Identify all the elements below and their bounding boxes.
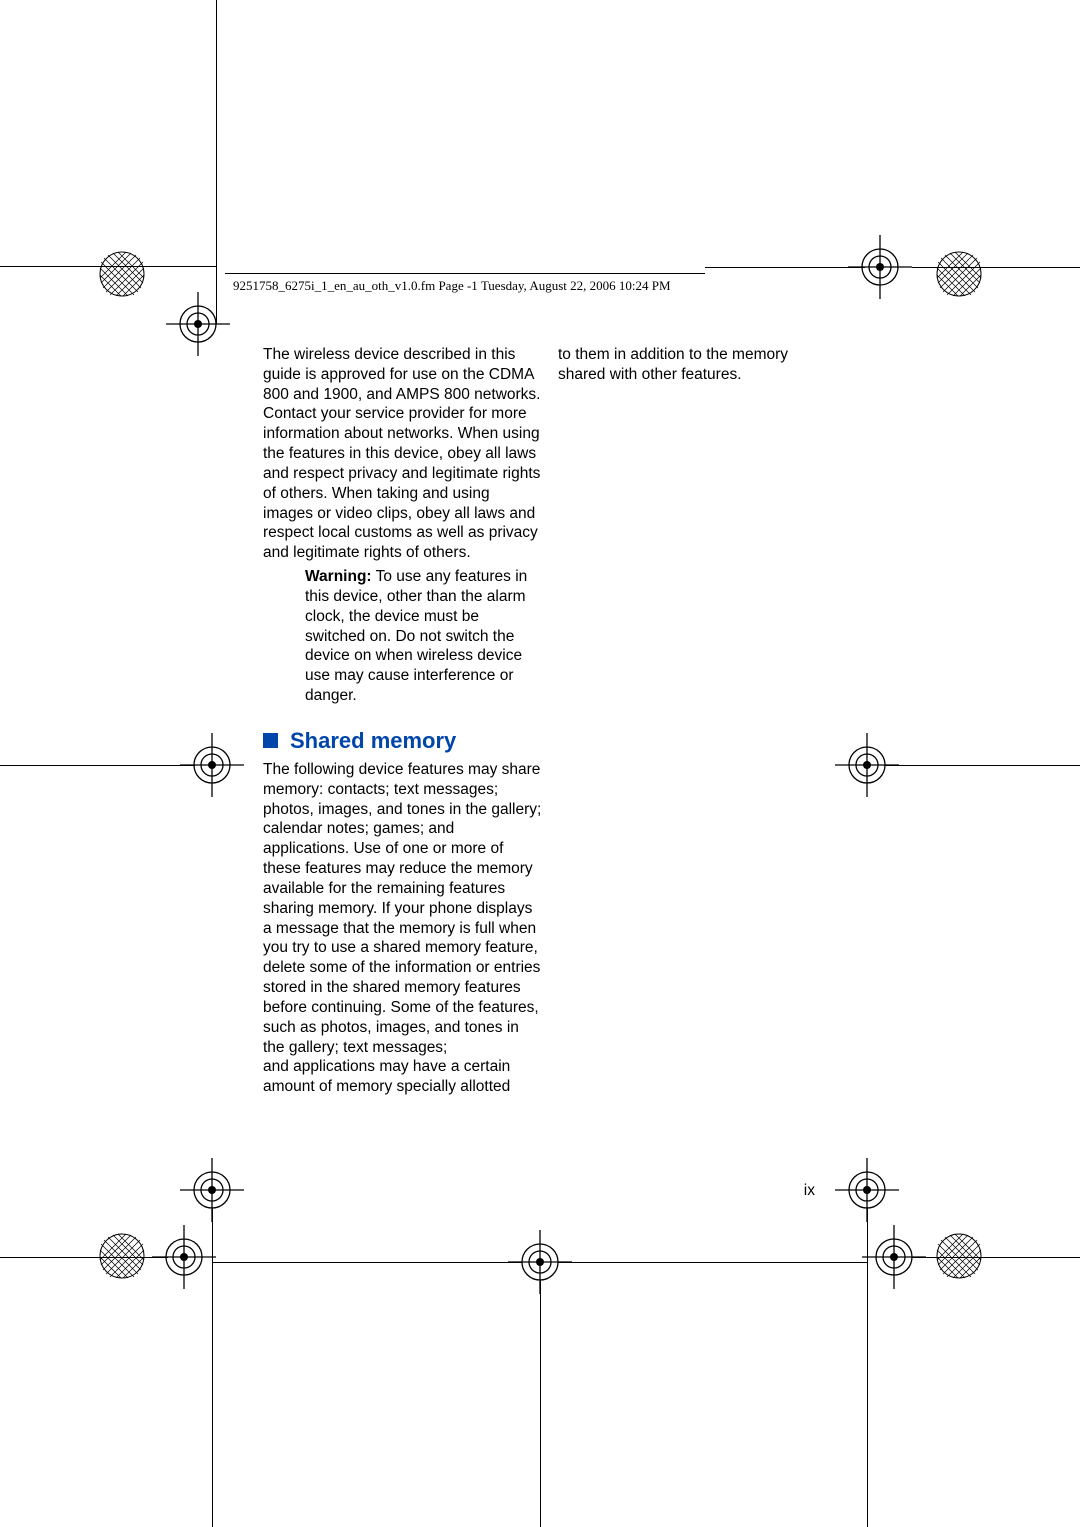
content-area: The wireless device described in this gu… xyxy=(263,345,823,1097)
continuation-paragraph: to them in addition to the memory shared… xyxy=(558,345,823,385)
intro-paragraph: The wireless device described in this gu… xyxy=(263,345,543,563)
warning-text: To use any features in this device, othe… xyxy=(305,568,527,704)
registration-hatch-icon xyxy=(935,1232,983,1280)
section-heading: Shared memory xyxy=(290,728,456,754)
page-header: 9251758_6275i_1_en_au_oth_v1.0.fm Page -… xyxy=(233,278,671,294)
right-column: to them in addition to the memory shared… xyxy=(558,345,823,385)
header-rule xyxy=(225,273,705,274)
crop-rule xyxy=(212,1262,522,1263)
registration-target-icon xyxy=(166,292,230,356)
crop-rule xyxy=(912,267,1080,268)
crop-rule xyxy=(216,0,217,324)
crop-rule xyxy=(0,765,195,766)
crop-rule xyxy=(912,1257,1080,1258)
crop-rule xyxy=(540,1280,541,1527)
crop-rule xyxy=(0,1257,168,1258)
section-heading-row: Shared memory xyxy=(263,728,543,754)
page-number: ix xyxy=(804,1182,815,1200)
warning-label: Warning: xyxy=(305,568,372,585)
crop-rule xyxy=(705,267,865,268)
registration-hatch-icon xyxy=(98,1232,146,1280)
crop-rule xyxy=(885,765,1080,766)
shared-memory-paragraph: The following device features may share … xyxy=(263,760,543,1097)
crop-rule xyxy=(558,1262,868,1263)
registration-hatch-icon xyxy=(935,250,983,298)
crop-rule xyxy=(864,267,865,268)
warning-paragraph: Warning: To use any features in this dev… xyxy=(305,567,543,706)
bullet-icon xyxy=(263,733,278,748)
registration-hatch-icon xyxy=(98,250,146,298)
left-column: The wireless device described in this gu… xyxy=(263,345,543,1097)
